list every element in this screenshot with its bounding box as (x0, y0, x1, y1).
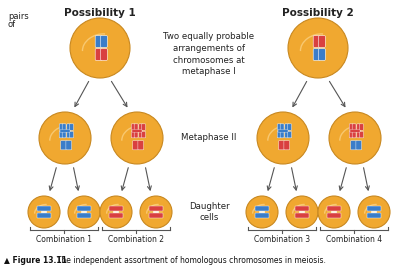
FancyBboxPatch shape (59, 124, 63, 130)
FancyBboxPatch shape (67, 124, 71, 130)
FancyBboxPatch shape (288, 131, 292, 138)
FancyBboxPatch shape (131, 131, 135, 138)
FancyBboxPatch shape (60, 130, 70, 132)
FancyBboxPatch shape (349, 131, 353, 138)
Text: Daughter
cells: Daughter cells (189, 202, 229, 222)
FancyBboxPatch shape (95, 36, 102, 47)
Circle shape (68, 196, 100, 228)
FancyBboxPatch shape (284, 141, 290, 150)
FancyBboxPatch shape (101, 36, 107, 47)
FancyBboxPatch shape (277, 124, 281, 130)
Text: pairs: pairs (8, 12, 29, 21)
Circle shape (70, 18, 130, 78)
FancyBboxPatch shape (109, 206, 123, 211)
FancyBboxPatch shape (149, 213, 163, 218)
Text: Metaphase II: Metaphase II (181, 133, 237, 143)
FancyBboxPatch shape (134, 131, 138, 138)
FancyBboxPatch shape (357, 124, 361, 130)
Circle shape (318, 196, 350, 228)
FancyBboxPatch shape (279, 141, 284, 150)
FancyBboxPatch shape (139, 131, 143, 138)
Circle shape (288, 18, 348, 78)
FancyBboxPatch shape (285, 131, 289, 138)
FancyBboxPatch shape (134, 124, 138, 130)
FancyBboxPatch shape (66, 141, 71, 150)
FancyBboxPatch shape (61, 141, 66, 150)
Circle shape (329, 112, 381, 164)
FancyBboxPatch shape (295, 213, 309, 218)
FancyBboxPatch shape (101, 49, 107, 60)
FancyBboxPatch shape (360, 131, 364, 138)
FancyBboxPatch shape (149, 206, 163, 211)
FancyBboxPatch shape (352, 131, 356, 138)
FancyBboxPatch shape (142, 131, 145, 138)
FancyBboxPatch shape (349, 124, 353, 130)
Circle shape (358, 196, 390, 228)
Circle shape (257, 112, 309, 164)
FancyBboxPatch shape (77, 213, 91, 218)
FancyBboxPatch shape (278, 130, 288, 132)
Circle shape (111, 112, 163, 164)
Text: of: of (8, 20, 16, 29)
FancyBboxPatch shape (319, 36, 325, 47)
FancyBboxPatch shape (95, 49, 102, 60)
FancyBboxPatch shape (131, 124, 135, 130)
Text: Possibility 2: Possibility 2 (282, 8, 354, 18)
FancyBboxPatch shape (62, 131, 66, 138)
Circle shape (246, 196, 278, 228)
Circle shape (140, 196, 172, 228)
FancyBboxPatch shape (70, 131, 74, 138)
FancyBboxPatch shape (295, 206, 309, 211)
Text: Combination 2: Combination 2 (108, 235, 164, 244)
FancyBboxPatch shape (277, 131, 281, 138)
FancyBboxPatch shape (327, 206, 341, 211)
FancyBboxPatch shape (59, 131, 63, 138)
FancyBboxPatch shape (288, 124, 292, 130)
FancyBboxPatch shape (313, 49, 320, 60)
Text: Combination 4: Combination 4 (326, 235, 382, 244)
FancyBboxPatch shape (367, 213, 381, 218)
FancyBboxPatch shape (109, 213, 123, 218)
FancyBboxPatch shape (350, 130, 360, 132)
FancyBboxPatch shape (351, 141, 357, 150)
FancyBboxPatch shape (70, 124, 74, 130)
Text: Combination 1: Combination 1 (36, 235, 92, 244)
FancyBboxPatch shape (319, 49, 325, 60)
Circle shape (39, 112, 91, 164)
FancyBboxPatch shape (285, 124, 289, 130)
FancyBboxPatch shape (280, 124, 284, 130)
FancyBboxPatch shape (360, 124, 364, 130)
FancyBboxPatch shape (327, 213, 341, 218)
FancyBboxPatch shape (138, 141, 144, 150)
FancyBboxPatch shape (142, 124, 145, 130)
FancyBboxPatch shape (280, 131, 284, 138)
FancyBboxPatch shape (62, 124, 66, 130)
Text: ▲ Figure 13.11: ▲ Figure 13.11 (4, 256, 67, 265)
Circle shape (286, 196, 318, 228)
FancyBboxPatch shape (255, 213, 269, 218)
Text: Combination 3: Combination 3 (254, 235, 310, 244)
Text: Possibility 1: Possibility 1 (64, 8, 136, 18)
FancyBboxPatch shape (77, 206, 91, 211)
FancyBboxPatch shape (313, 36, 320, 47)
Text: The independent assortment of homologous chromosomes in meiosis.: The independent assortment of homologous… (52, 256, 326, 265)
FancyBboxPatch shape (357, 131, 361, 138)
Circle shape (100, 196, 132, 228)
Circle shape (28, 196, 60, 228)
FancyBboxPatch shape (37, 206, 51, 211)
FancyBboxPatch shape (139, 124, 143, 130)
FancyBboxPatch shape (37, 213, 51, 218)
FancyBboxPatch shape (67, 131, 71, 138)
FancyBboxPatch shape (356, 141, 362, 150)
FancyBboxPatch shape (132, 130, 142, 132)
FancyBboxPatch shape (352, 124, 356, 130)
FancyBboxPatch shape (367, 206, 381, 211)
FancyBboxPatch shape (133, 141, 138, 150)
FancyBboxPatch shape (255, 206, 269, 211)
Text: Two equally probable
arrangements of
chromosomes at
metaphase I: Two equally probable arrangements of chr… (163, 32, 255, 76)
